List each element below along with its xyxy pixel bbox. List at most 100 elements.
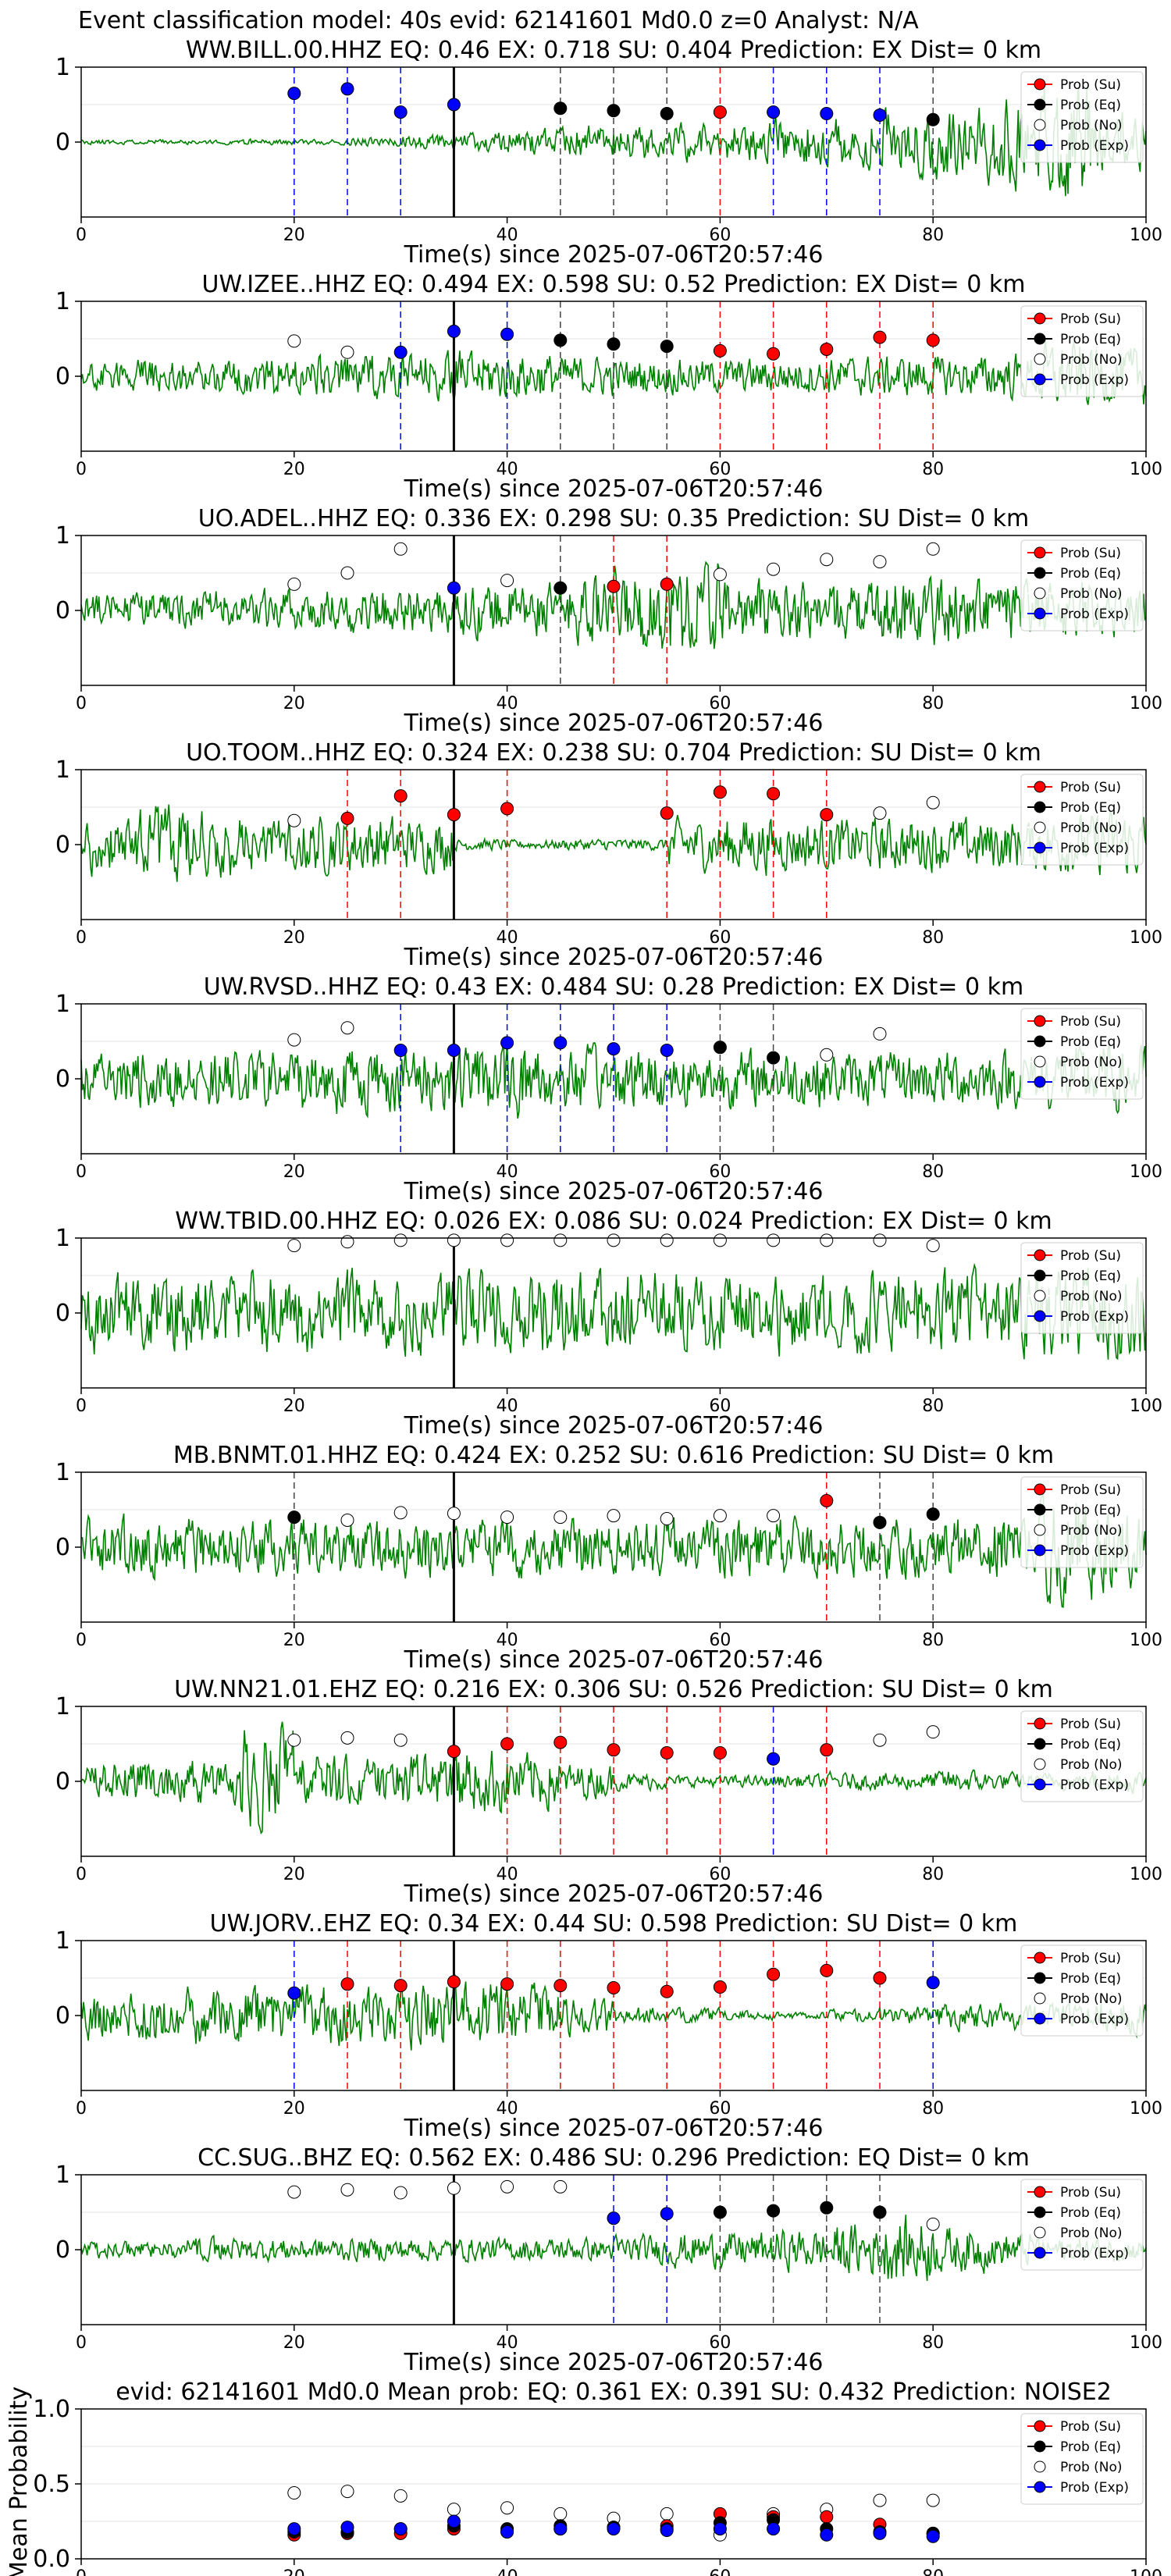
prob-point-no [873, 555, 887, 569]
x-tick-label: 100 [1130, 1397, 1162, 1416]
prob-point-exp [873, 108, 887, 122]
legend-label: Prob (Su) [1060, 311, 1121, 327]
prob-point-exp [393, 1044, 408, 1058]
y-tick-label: 1 [55, 522, 70, 550]
prob-point-su [713, 1746, 727, 1760]
legend-marker-su [1034, 1717, 1046, 1730]
prob-point-no [926, 542, 940, 556]
prob-point-no [553, 1233, 568, 1247]
prob-point-eq [660, 107, 674, 121]
x-tick-label: 0 [76, 1865, 87, 1884]
legend-marker-eq [1034, 801, 1046, 813]
legend-marker-no [1034, 1992, 1046, 2005]
legend-label: Prob (No) [1060, 1289, 1123, 1304]
y-tick-label: 0 [55, 2236, 70, 2264]
mean-prob-point-no [926, 2493, 940, 2507]
prob-point-no [447, 1233, 461, 1247]
legend-label: Prob (Exp) [1060, 2246, 1129, 2261]
x-tick-label: 60 [709, 2099, 731, 2119]
prob-point-no [500, 574, 514, 588]
legend-label: Prob (Exp) [1060, 1075, 1129, 1091]
plot-frame [80, 535, 1147, 686]
prob-point-su [767, 787, 781, 801]
legend-label: Prob (Exp) [1060, 1543, 1129, 1559]
mean-prob-point-exp [287, 2522, 301, 2536]
prob-point-exp [447, 324, 461, 338]
x-tick-label: 40 [497, 1397, 518, 1416]
prob-point-su [553, 1979, 568, 1993]
prob-point-no [393, 1506, 408, 1520]
x-tick-label: 80 [922, 1162, 944, 1182]
prob-point-eq [660, 340, 674, 354]
legend-marker-exp [1034, 2481, 1046, 2493]
x-tick-label: 20 [283, 2099, 305, 2119]
legend-marker-su [1034, 1952, 1046, 1964]
prob-point-no [340, 2183, 354, 2197]
y-tick-label: 1 [55, 1225, 70, 1252]
legend-label: Prob (Eq) [1060, 2205, 1121, 2221]
legend-label: Prob (Exp) [1060, 1777, 1129, 1793]
x-tick-label: 20 [283, 2567, 305, 2576]
prob-point-no [873, 1733, 887, 1747]
x-axis-label: Time(s) since 2025-07-06T20:57:46 [404, 1646, 824, 1674]
prob-point-su [820, 342, 834, 356]
legend-marker-no [1034, 821, 1046, 834]
station-panel: UW.IZEE..HHZ EQ: 0.494 EX: 0.598 SU: 0.5… [55, 271, 1162, 503]
prob-point-su [500, 1737, 514, 1751]
legend-label: Prob (Eq) [1060, 1268, 1121, 1284]
prob-point-no [873, 1026, 887, 1041]
x-tick-label: 40 [497, 928, 518, 948]
x-tick-label: 100 [1130, 2333, 1162, 2353]
x-tick-label: 100 [1130, 1631, 1162, 1650]
x-tick-label: 40 [497, 1631, 518, 1650]
legend-label: Prob (Eq) [1060, 1034, 1121, 1050]
legend-label: Prob (Exp) [1060, 138, 1129, 154]
x-tick-label: 0 [76, 2567, 87, 2576]
x-tick-label: 20 [283, 694, 305, 713]
y-tick-label: 0 [55, 363, 70, 390]
plot-frame [80, 1471, 1147, 1623]
prob-point-su [820, 1493, 834, 1507]
legend-box [1020, 1710, 1144, 1802]
legend-label: Prob (Su) [1060, 546, 1121, 561]
prob-point-exp [447, 1044, 461, 1058]
legend-box [1020, 1008, 1144, 1100]
mean-prob-point-exp [447, 2514, 461, 2528]
x-tick-label: 80 [922, 2099, 944, 2119]
y-tick-label: 1 [55, 991, 70, 1018]
x-tick-label: 100 [1130, 1162, 1162, 1182]
waveform-trace [80, 1974, 1147, 2051]
prob-point-su [393, 789, 408, 803]
x-tick-label: 20 [283, 2333, 305, 2353]
prob-point-su [820, 808, 834, 822]
legend-label: Prob (Eq) [1060, 566, 1121, 582]
prob-point-eq [553, 333, 568, 347]
panel-title: CC.SUG..BHZ EQ: 0.562 EX: 0.486 SU: 0.29… [198, 2144, 1030, 2172]
prob-point-eq [553, 581, 568, 595]
prob-point-eq [926, 1507, 940, 1521]
prob-point-no [393, 1233, 408, 1247]
y-tick-label: 0 [55, 597, 70, 624]
prob-point-no [713, 568, 727, 582]
prob-point-su [500, 802, 514, 816]
x-tick-label: 20 [283, 1397, 305, 1416]
mean-prob-point-exp [820, 2528, 834, 2542]
prob-point-su [660, 1984, 674, 1998]
legend-box [1020, 305, 1144, 397]
prob-point-eq [767, 1051, 781, 1065]
prob-point-su [820, 1963, 834, 1977]
waveform-trace [80, 560, 1147, 649]
x-axis-label: Time(s) since 2025-07-06T20:57:46 [404, 2115, 824, 2142]
prob-point-su [393, 1979, 408, 1993]
waveform-trace [80, 340, 1147, 405]
station-panel: WW.TBID.00.HHZ EQ: 0.026 EX: 0.086 SU: 0… [55, 1208, 1162, 1439]
legend-label: Prob (Exp) [1060, 607, 1129, 622]
prob-point-no [447, 2181, 461, 2195]
waveform-trace [80, 1489, 1147, 1608]
x-tick-label: 100 [1130, 928, 1162, 948]
x-tick-label: 60 [709, 1865, 731, 1884]
prob-point-su [873, 1971, 887, 1985]
x-tick-label: 80 [922, 226, 944, 245]
legend-marker-exp [1034, 1778, 1046, 1791]
prob-point-no [393, 1733, 408, 1747]
